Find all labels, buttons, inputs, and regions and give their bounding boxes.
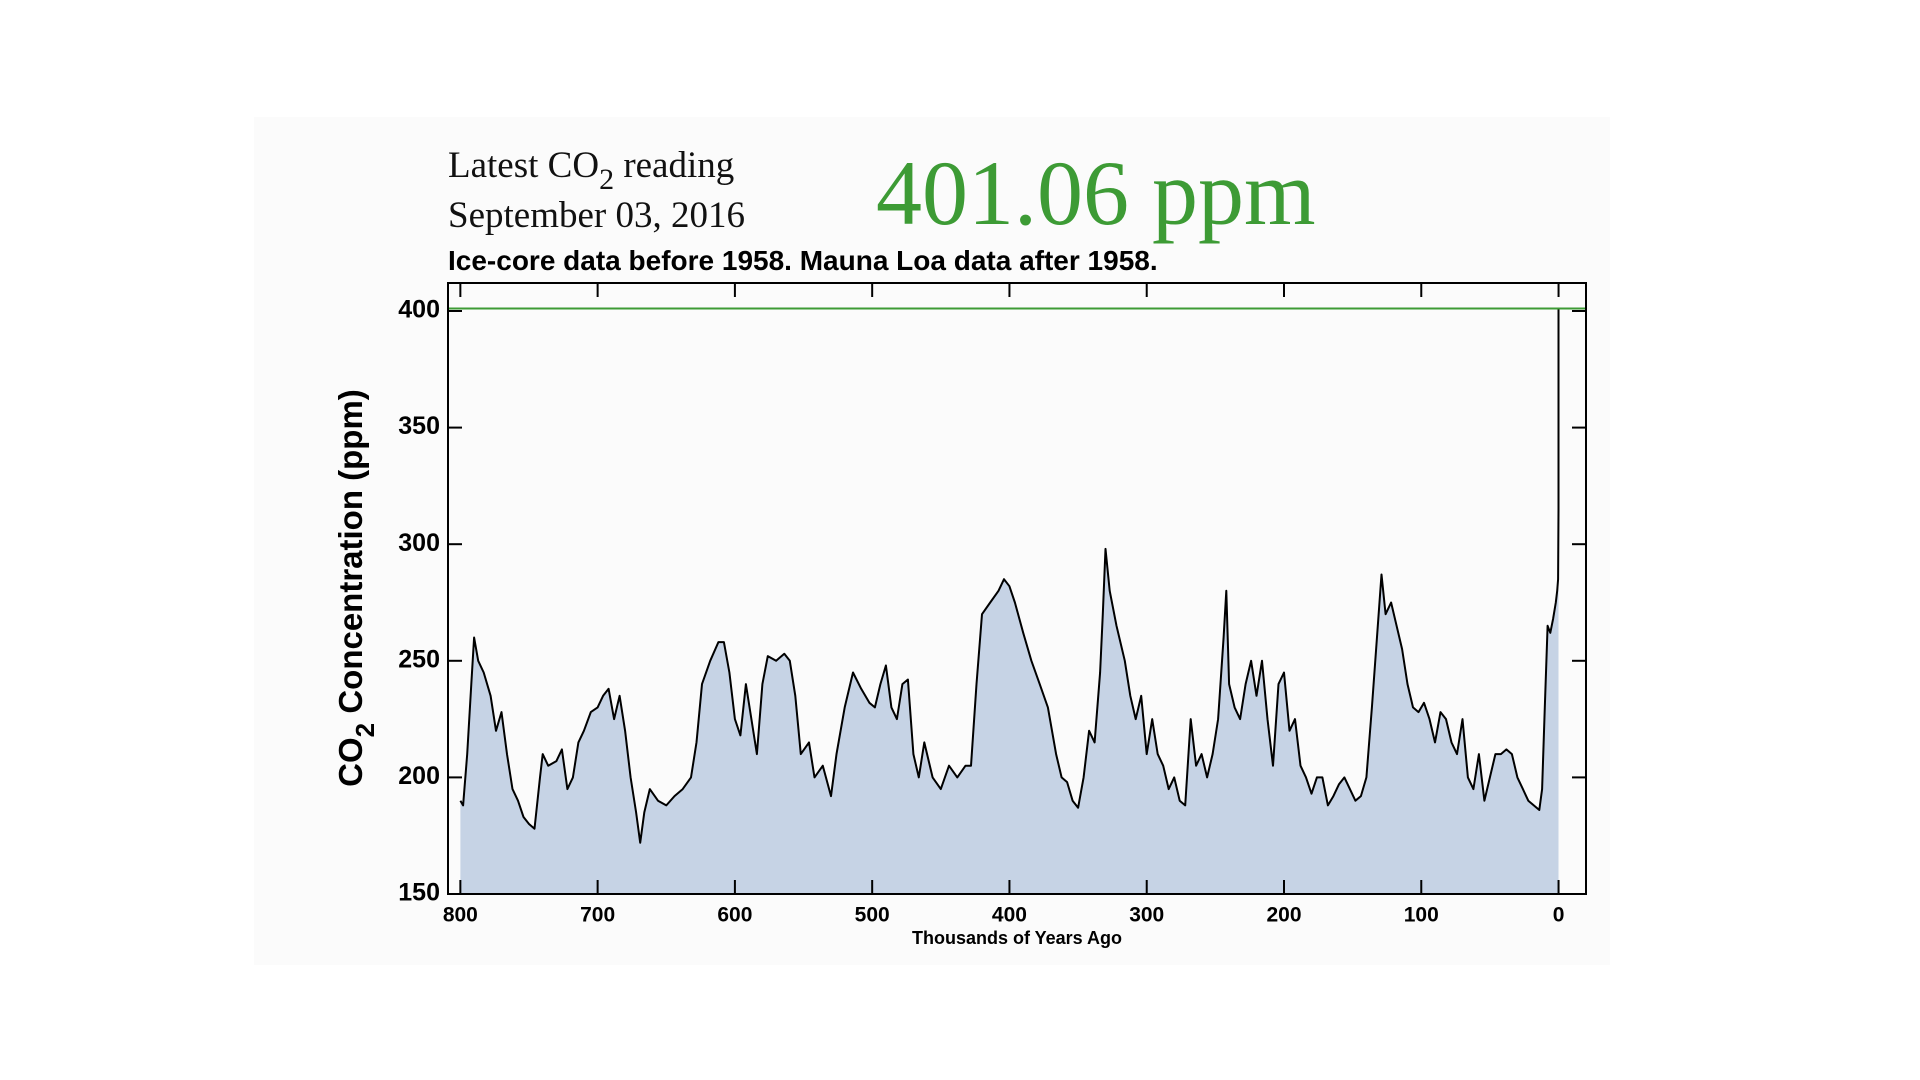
area-fill bbox=[460, 308, 1559, 894]
reading-label: Latest CO2 reading bbox=[448, 145, 734, 196]
y-tick-label: 150 bbox=[398, 879, 440, 907]
reading-subscript: 2 bbox=[599, 163, 614, 196]
y-label-subscript: 2 bbox=[350, 723, 380, 737]
y-tick-label: 250 bbox=[398, 645, 440, 673]
y-tick-label: 350 bbox=[398, 412, 440, 440]
plot-frame bbox=[447, 282, 1587, 895]
x-tick-label: 400 bbox=[992, 904, 1027, 927]
x-tick-label: 600 bbox=[717, 904, 752, 927]
reading-suffix: reading bbox=[614, 145, 734, 186]
y-tick-label: 300 bbox=[398, 529, 440, 557]
x-tick-label: 700 bbox=[580, 904, 615, 927]
reading-prefix: Latest CO bbox=[448, 145, 599, 186]
y-label-prefix: CO bbox=[332, 737, 369, 787]
x-axis-label: Thousands of Years Ago bbox=[912, 928, 1122, 948]
y-label-suffix: Concentration (ppm) bbox=[332, 389, 369, 723]
reading-date: September 03, 2016 bbox=[448, 195, 745, 236]
x-tick-label: 800 bbox=[443, 904, 478, 927]
x-tick-label: 200 bbox=[1266, 904, 1301, 927]
x-tick-label: 0 bbox=[1553, 904, 1565, 927]
data-line bbox=[459, 308, 1560, 844]
y-tick-label: 200 bbox=[398, 762, 440, 790]
y-tick-label: 400 bbox=[398, 296, 440, 324]
x-tick-label: 100 bbox=[1404, 904, 1439, 927]
reading-value: 401.06 ppm bbox=[876, 142, 1316, 244]
subtitle: Ice-core data before 1958. Mauna Loa dat… bbox=[448, 245, 1158, 276]
y-axis-label: CO2 Concentration (ppm) bbox=[332, 389, 380, 787]
x-tick-label: 300 bbox=[1129, 904, 1164, 927]
x-tick-label: 500 bbox=[855, 904, 890, 927]
